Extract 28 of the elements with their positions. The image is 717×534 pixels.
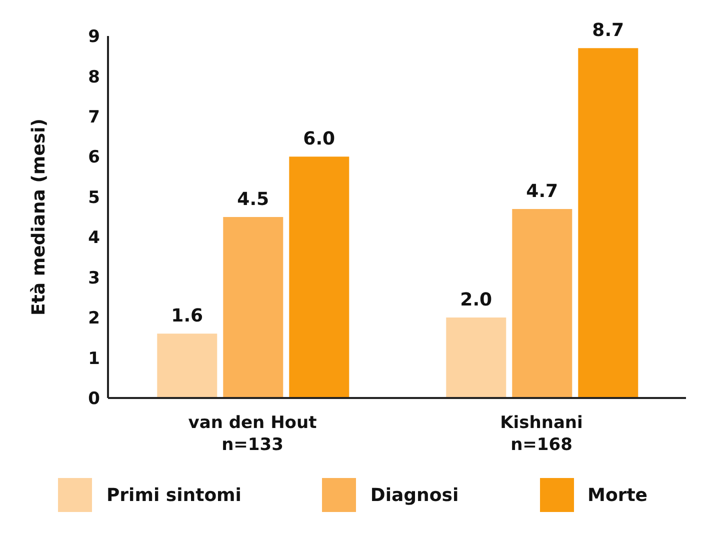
- data-label: 1.6: [171, 306, 204, 327]
- bar: [289, 156, 350, 398]
- legend-label: Morte: [588, 484, 648, 506]
- x-tick-label: Kishnani n=168: [500, 413, 583, 455]
- y-tick-label: 8: [88, 67, 100, 88]
- x-tick-label: van den Hout n=133: [188, 413, 317, 455]
- data-label: 4.5: [237, 189, 270, 210]
- y-tick-label: 3: [88, 268, 100, 288]
- data-label: 2.0: [460, 290, 492, 311]
- legend-label: Diagnosi: [370, 484, 459, 506]
- y-axis-title: Età mediana (mesi): [28, 118, 50, 316]
- y-tick-label: 2: [88, 308, 100, 329]
- y-tick-label: 4: [88, 228, 100, 248]
- y-tick-label: 1: [88, 348, 100, 369]
- y-tick-label: 5: [88, 188, 100, 208]
- y-tick-label: 7: [88, 107, 100, 128]
- bar: [512, 208, 572, 398]
- bar: [446, 318, 506, 398]
- bar: [157, 334, 218, 398]
- legend-label: Primi sintomi: [106, 484, 242, 506]
- y-tick-label: 0: [88, 389, 100, 410]
- data-label: 4.7: [526, 180, 558, 202]
- y-tick-label: 9: [88, 27, 100, 48]
- data-label: 6.0: [303, 128, 336, 150]
- y-tick-label: 6: [88, 148, 100, 168]
- data-label: 8.7: [592, 20, 624, 42]
- bar: [578, 48, 638, 398]
- bar: [223, 217, 284, 398]
